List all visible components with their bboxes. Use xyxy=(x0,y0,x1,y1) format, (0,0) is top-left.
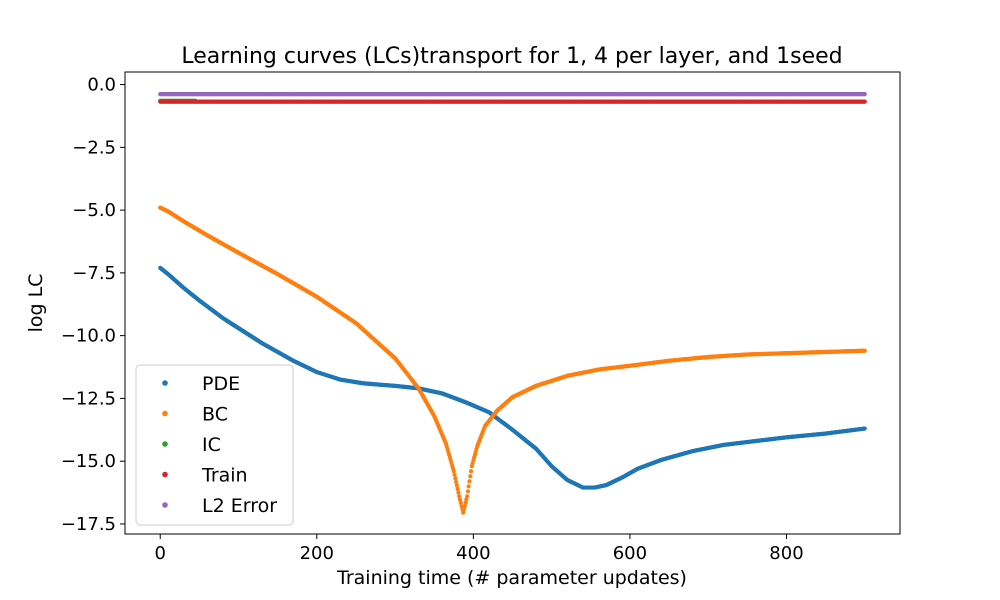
x-tick-label: 600 xyxy=(613,543,647,564)
data-point xyxy=(862,92,867,97)
y-tick-label: −12.5 xyxy=(61,388,116,409)
legend-label: PDE xyxy=(202,373,240,395)
y-axis: 0.0 −2.5 −5.0 −7.5 −10.0 −12.5 −15.0 −17.5 xyxy=(61,75,125,535)
legend-label: BC xyxy=(202,404,228,426)
data-point xyxy=(862,426,867,431)
y-tick-label: −10.0 xyxy=(61,326,116,347)
legend-label: Train xyxy=(201,465,248,487)
data-point xyxy=(455,487,460,492)
data-point xyxy=(452,472,457,477)
y-tick-label: −7.5 xyxy=(72,263,116,284)
data-point xyxy=(465,489,470,494)
data-point xyxy=(457,497,463,502)
data-point xyxy=(862,99,867,104)
data-point xyxy=(457,494,462,499)
x-axis-label: Training time (# parameter updates) xyxy=(336,567,687,589)
series-bc xyxy=(158,205,867,515)
plot-area xyxy=(124,71,901,535)
data-point xyxy=(451,469,456,474)
y-tick-label: −17.5 xyxy=(61,514,116,535)
data-point xyxy=(461,510,466,515)
x-tick-label: 400 xyxy=(456,543,490,564)
data-point xyxy=(468,474,473,479)
data-point xyxy=(462,504,467,509)
data-point xyxy=(467,479,472,484)
chart-title: Learning curves (LCs)transport for 1, 4 … xyxy=(181,44,842,69)
legend-box xyxy=(135,364,294,526)
series-pde xyxy=(158,265,867,490)
y-tick-label: −15.0 xyxy=(61,451,116,472)
data-point xyxy=(456,490,461,495)
legend-marker xyxy=(162,471,168,478)
x-axis: 0 200 400 600 800 xyxy=(155,534,804,564)
x-tick-label: 0 xyxy=(155,543,166,564)
y-tick-label: −2.5 xyxy=(72,137,116,158)
series-layer xyxy=(158,92,867,515)
legend-label: IC xyxy=(202,434,221,456)
x-tick-label: 800 xyxy=(769,543,803,564)
legend: PDE BC IC Train L2 Error xyxy=(135,364,294,526)
y-tick-label: −5.0 xyxy=(72,200,116,221)
data-point xyxy=(464,497,469,502)
legend-marker xyxy=(162,441,168,447)
legend-marker xyxy=(162,380,168,386)
data-point xyxy=(459,504,464,509)
data-point xyxy=(458,500,463,505)
legend-marker xyxy=(162,410,168,417)
data-point xyxy=(454,479,459,485)
series-train xyxy=(158,99,867,104)
x-tick-label: 200 xyxy=(300,543,334,564)
data-point xyxy=(862,348,867,353)
data-point xyxy=(463,500,468,505)
data-point xyxy=(468,469,474,474)
data-point xyxy=(453,476,458,481)
y-tick-label: 0.0 xyxy=(87,75,116,96)
data-point xyxy=(454,483,460,488)
legend-label: L2 Error xyxy=(202,495,277,517)
y-axis-label: log LC xyxy=(25,274,47,333)
series-l2-error xyxy=(158,92,867,97)
data-point xyxy=(461,507,467,512)
legend-marker xyxy=(162,502,168,508)
data-point xyxy=(466,484,471,489)
data-point xyxy=(465,494,470,499)
plot-frame xyxy=(124,71,901,535)
